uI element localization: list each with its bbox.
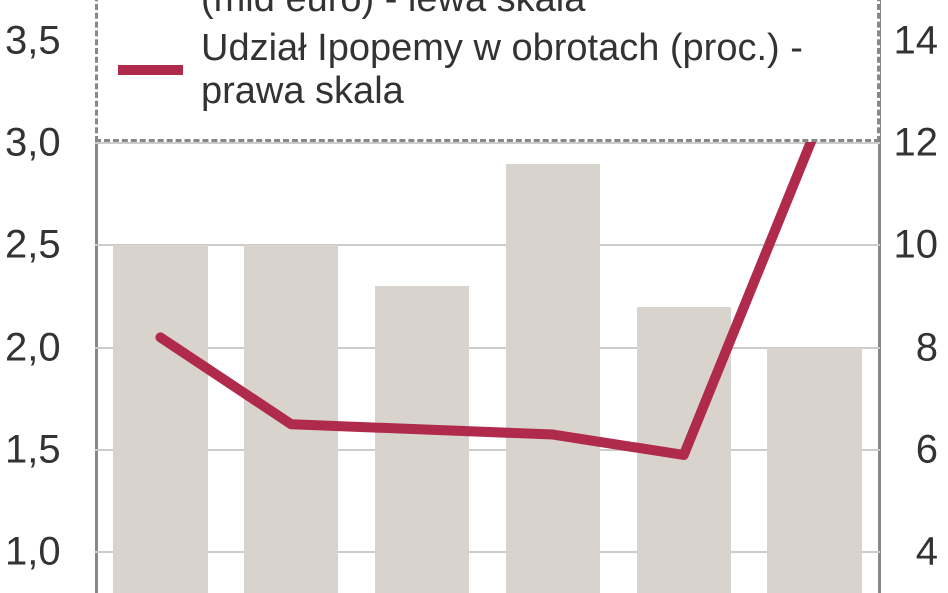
legend-row-line: Udział Ipopemy w obrotach (proc.) - praw… <box>118 27 857 114</box>
y-tick-left-label: 3,5 <box>5 18 61 63</box>
legend-swatch-spacer <box>118 0 183 5</box>
legend-box: (mld euro) - lewa skala Udział Ipopemy w… <box>95 0 880 142</box>
y-tick-left-label: 2,5 <box>5 223 61 268</box>
legend-row-partial: (mld euro) - lewa skala <box>118 0 857 22</box>
y-tick-right-label: 8 <box>916 325 938 370</box>
line-series <box>160 133 814 455</box>
chart-container: (mld euro) - lewa skala Udział Ipopemy w… <box>0 0 948 593</box>
legend-line-swatch <box>118 65 183 75</box>
y-tick-left-label: 2,0 <box>5 325 61 370</box>
y-tick-left-label: 1,0 <box>5 530 61 575</box>
y-tick-right-label: 4 <box>916 530 938 575</box>
y-tick-right-label: 14 <box>894 18 939 63</box>
y-tick-left-label: 3,0 <box>5 121 61 166</box>
y-tick-right-label: 10 <box>894 223 939 268</box>
legend-line-label: Udział Ipopemy w obrotach (proc.) - praw… <box>201 27 857 114</box>
y-tick-right-label: 12 <box>894 121 939 166</box>
legend-partial-label: (mld euro) - lewa skala <box>201 0 585 22</box>
y-tick-right-label: 6 <box>916 427 938 472</box>
y-tick-left-label: 1,5 <box>5 427 61 472</box>
